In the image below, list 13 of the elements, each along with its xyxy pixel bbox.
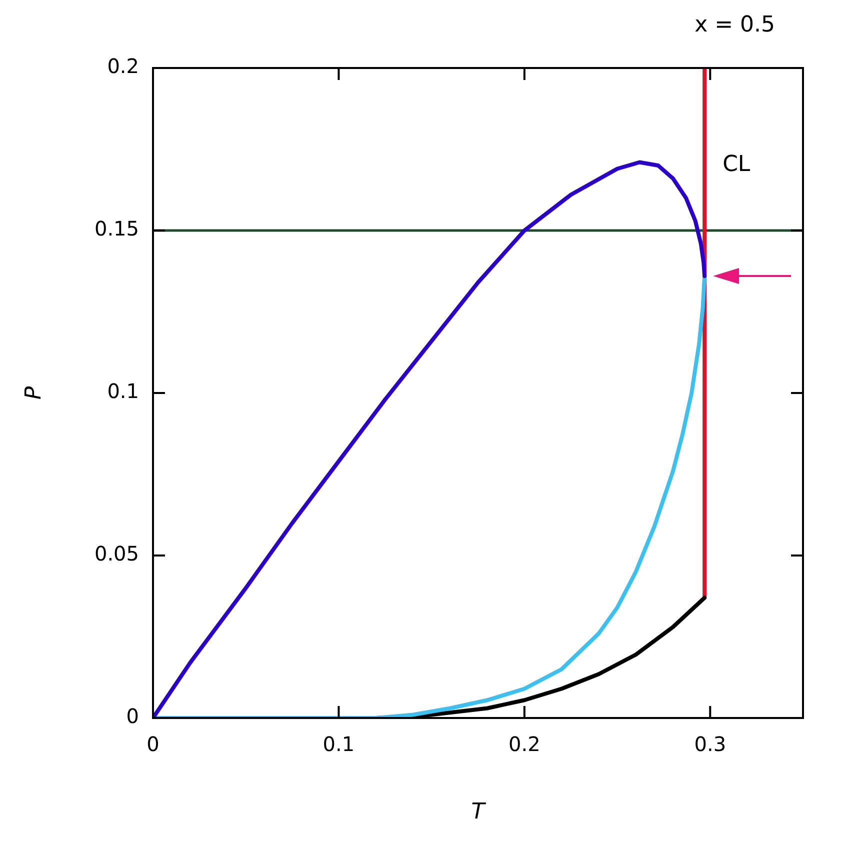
y-tick-label: 0.05 (94, 542, 139, 566)
x-tick-label: 0.1 (322, 732, 355, 756)
x-tick-label: 0 (146, 732, 160, 756)
y-axis-title: P (22, 386, 47, 400)
annotation: CL (722, 152, 751, 178)
x-axis-title: T (471, 800, 486, 825)
y-tick-label: 0.1 (107, 379, 139, 404)
y-tick-label: 0.2 (107, 54, 139, 78)
y-tick-label: 0.15 (94, 216, 139, 241)
x-tick-label: 0.2 (508, 732, 540, 756)
chart-title: x = 0.5 (694, 12, 775, 38)
y-tick-label: 0 (126, 704, 139, 728)
x-tick-label: 0.3 (694, 732, 726, 756)
